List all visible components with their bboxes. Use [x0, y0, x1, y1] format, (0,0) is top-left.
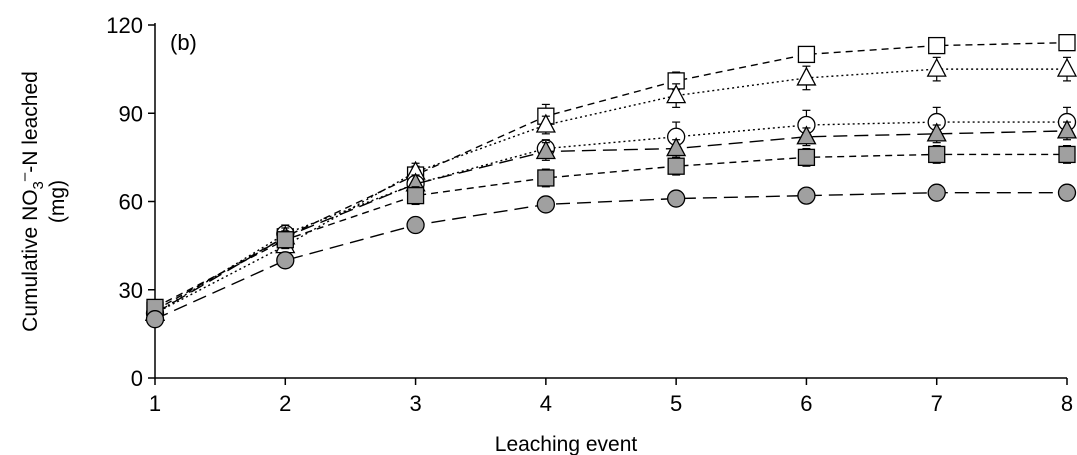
x-tick-label: 2: [279, 391, 291, 416]
data-point-triangle: [1056, 57, 1077, 77]
data-point-circle: [666, 189, 686, 208]
x-tick-label: 1: [149, 391, 161, 416]
y-axis-title-superscript: –: [16, 172, 33, 181]
y-tick-label: 60: [119, 190, 143, 215]
y-axis-title-tail: -N leached: [19, 71, 42, 173]
data-point-square: [928, 36, 946, 55]
x-axis-title: Leaching event: [495, 433, 638, 455]
panel-label: (b): [170, 30, 197, 55]
series-line: [154, 191, 1067, 320]
data-point-square: [667, 157, 685, 175]
y-tick-label: 120: [106, 13, 143, 38]
x-tick-label: 5: [670, 391, 682, 416]
data-point-square: [928, 145, 946, 164]
svg-text:Cumulative NO3–-N leached: Cumulative NO3–-N leached: [16, 71, 47, 332]
x-tick-label: 6: [800, 391, 812, 416]
data-point-triangle: [1056, 119, 1077, 139]
chart-axes: 0 30 60 90 120 1 2 3 4 5 6 7 8: [106, 13, 1073, 416]
data-point-circle: [276, 251, 295, 270]
y-tick-label: 30: [119, 278, 143, 303]
data-point-square: [1058, 145, 1076, 164]
data-point-triangle: [666, 84, 687, 104]
x-tick-label: 8: [1061, 391, 1073, 416]
data-point-square: [276, 231, 294, 249]
data-point-circle: [406, 215, 425, 235]
x-tick-label: 3: [409, 391, 421, 416]
series-5: [146, 145, 1076, 317]
x-tick-label: 7: [931, 391, 943, 416]
data-point-circle: [797, 186, 816, 205]
data-point-triangle: [796, 125, 817, 145]
y-axis-title-main: Cumulative NO: [19, 189, 42, 331]
data-point-triangle: [926, 122, 947, 142]
series-line: [154, 68, 1067, 314]
data-point-circle: [536, 195, 556, 214]
data-point-square: [1058, 34, 1076, 52]
data-point-square: [406, 186, 425, 205]
y-axis-title: Cumulative NO3–-N leached (mg): [16, 71, 69, 332]
series-1: [146, 34, 1076, 319]
data-point-circle: [927, 183, 946, 202]
data-point-circle: [145, 310, 165, 329]
y-tick-label: 90: [119, 101, 143, 126]
data-point-square: [797, 45, 816, 64]
series-line: [154, 130, 1068, 314]
series-line: [154, 41, 1068, 311]
chart-series-layer: [144, 34, 1077, 329]
x-tick-label: 4: [540, 391, 552, 416]
data-point-square: [537, 169, 555, 187]
data-point-square: [797, 148, 816, 167]
data-point-triangle: [535, 140, 556, 160]
y-tick-label: 0: [131, 366, 143, 391]
data-point-triangle: [535, 113, 556, 133]
series-line: [154, 121, 1067, 314]
data-point-circle: [1057, 183, 1077, 202]
y-axis-title-unit: (mg): [46, 180, 69, 223]
data-point-triangle: [926, 57, 947, 77]
data-point-triangle: [666, 137, 687, 157]
series-line: [154, 153, 1067, 309]
series-6: [145, 183, 1077, 329]
y-axis-title-subscript: 3: [30, 181, 47, 189]
data-point-triangle: [796, 66, 817, 86]
